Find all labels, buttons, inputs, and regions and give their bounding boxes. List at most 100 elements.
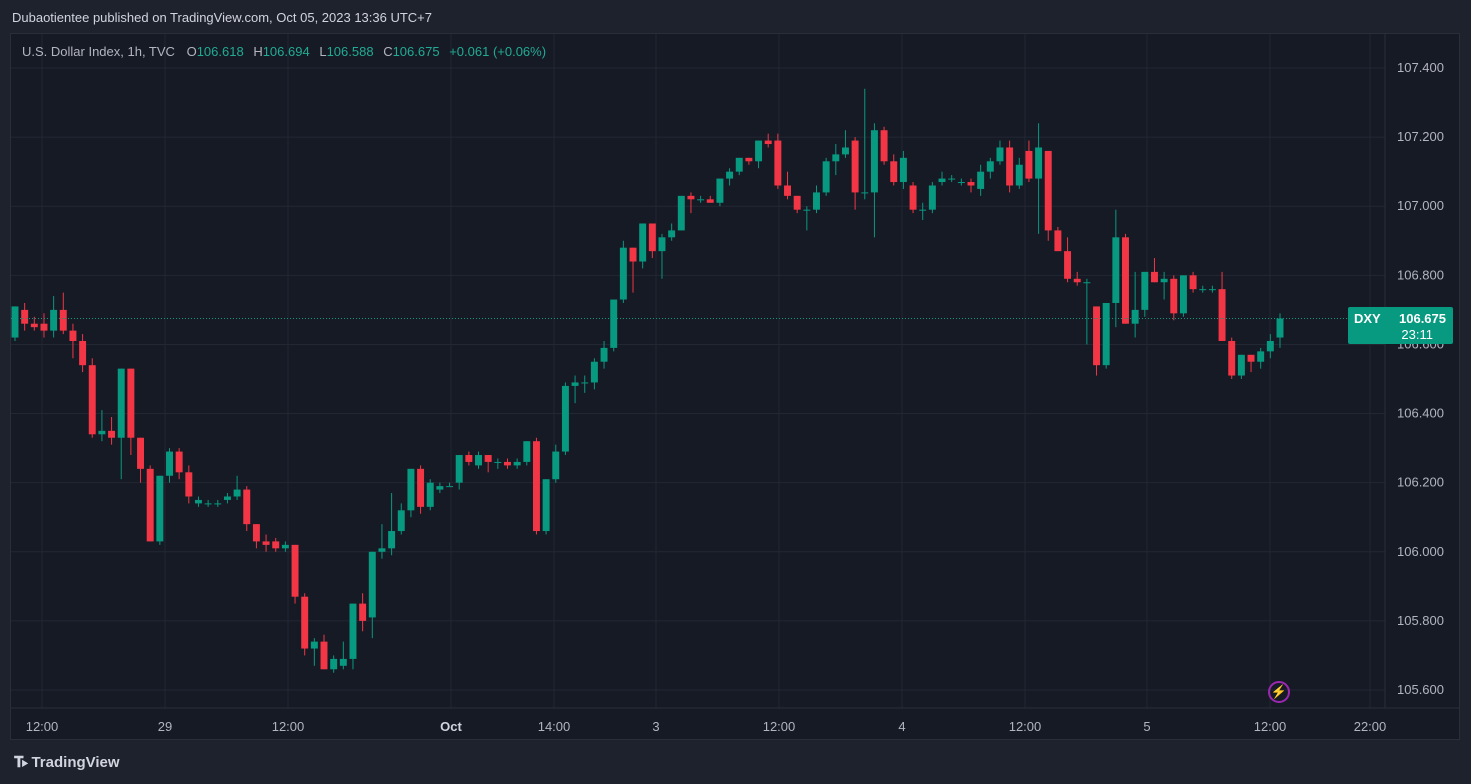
brand-name: TradingView <box>31 754 120 771</box>
candle-body <box>1237 354 1245 376</box>
candle-body <box>1006 147 1014 186</box>
candle-body <box>50 309 58 331</box>
candle-body <box>948 178 956 180</box>
candle-body <box>359 603 367 621</box>
candle-body <box>648 223 656 252</box>
candle-body <box>79 340 87 366</box>
candle-body <box>21 309 29 324</box>
x-tick-label: 12:00 <box>1254 719 1287 734</box>
candle-body <box>687 195 695 200</box>
candle-body <box>610 299 618 348</box>
candle-body <box>291 544 299 597</box>
candle-body <box>832 154 840 162</box>
candle-body <box>146 468 154 542</box>
candle-body <box>764 140 772 145</box>
candle-body <box>252 524 260 542</box>
candle-body <box>1218 289 1226 341</box>
candle-body <box>755 140 763 162</box>
candle-body <box>108 430 116 438</box>
candle-body <box>194 499 202 504</box>
candle-body <box>504 461 511 466</box>
candle-body <box>1044 150 1052 231</box>
candle-body <box>928 185 936 210</box>
candle-body <box>1189 275 1197 290</box>
candle-body <box>706 199 714 203</box>
x-tick-label: Oct <box>440 719 462 734</box>
candle-body <box>639 223 647 262</box>
x-tick-label: 14:00 <box>538 719 571 734</box>
candle-body <box>745 157 753 162</box>
candle-body <box>281 544 289 549</box>
candle-body <box>1179 275 1187 314</box>
candle-body <box>1083 282 1091 284</box>
candle-body <box>803 209 811 211</box>
legend-high-value: 106.694 <box>262 44 310 59</box>
candle-body <box>1025 150 1033 179</box>
candle-body <box>1073 278 1081 283</box>
y-tick-label: 105.800 <box>1397 613 1444 628</box>
legend-high-label: H <box>253 44 263 59</box>
last-price-label: DXY 106.675 23:11 <box>1348 307 1453 344</box>
candle-body <box>417 468 425 507</box>
candle-body <box>310 641 318 649</box>
candle-body <box>69 330 77 341</box>
price-tag-price: 106.675 <box>1399 311 1446 326</box>
candle-body <box>368 551 376 618</box>
candle-body <box>919 209 927 211</box>
candle-body <box>600 347 608 362</box>
candle-body <box>59 309 67 331</box>
candle-body <box>523 441 531 462</box>
candle-body <box>349 603 357 659</box>
x-tick-label: 4 <box>898 719 905 734</box>
publish-info: Dubaotientee published on TradingView.co… <box>12 10 433 25</box>
candle-body <box>1208 289 1216 291</box>
candle-body <box>822 161 830 193</box>
candle-body <box>223 496 231 500</box>
legend-open-label: O <box>186 44 197 59</box>
candle-body <box>967 182 975 186</box>
y-tick-label: 106.800 <box>1397 267 1444 282</box>
candle-body <box>861 192 869 194</box>
legend-close-label: C <box>383 44 393 59</box>
candle-body <box>1093 306 1101 366</box>
candle-body <box>446 486 454 488</box>
candle-body <box>262 541 270 545</box>
bar-countdown: 23:11 <box>1401 327 1433 342</box>
legend-close-value: 106.675 <box>392 44 440 59</box>
x-tick-label: 22:00 <box>1354 719 1387 734</box>
legend-symbol[interactable]: U.S. Dollar Index, 1h, TVC <box>22 44 175 59</box>
candle-body <box>899 157 907 183</box>
candle-body <box>233 489 241 497</box>
candle-body <box>88 365 96 435</box>
price-tag-symbol: DXY <box>1354 311 1381 326</box>
candle-body <box>11 306 19 338</box>
candle-body <box>272 541 280 549</box>
candle-body <box>465 455 473 462</box>
candle-body <box>30 323 38 328</box>
candle-body <box>484 455 492 462</box>
candle-body <box>677 195 685 231</box>
x-tick-label: 12:00 <box>26 719 59 734</box>
chart-pane[interactable] <box>10 33 1460 740</box>
candle-body <box>793 195 801 210</box>
y-tick-label: 107.000 <box>1397 198 1444 213</box>
y-tick-label: 105.600 <box>1397 682 1444 697</box>
candle-body <box>388 531 396 549</box>
candle-body <box>397 510 405 532</box>
candle-body <box>1170 278 1178 314</box>
candle-body <box>890 161 898 183</box>
candle-body <box>166 451 173 476</box>
x-tick-label: 12:00 <box>272 719 305 734</box>
brand: 𝐓▸ TradingView <box>14 754 120 771</box>
candle-body <box>542 479 550 532</box>
candle-body <box>697 199 705 201</box>
candle-body <box>156 475 164 542</box>
candle-body <box>185 472 193 497</box>
candle-body <box>1064 251 1072 279</box>
candle-body <box>127 368 135 438</box>
lightning-bolt-icon[interactable]: ⚡ <box>1268 681 1290 703</box>
legend-open-value: 106.618 <box>196 44 244 59</box>
tradingview-logo-icon: 𝐓▸ <box>14 754 29 771</box>
candle-body <box>1122 237 1129 324</box>
